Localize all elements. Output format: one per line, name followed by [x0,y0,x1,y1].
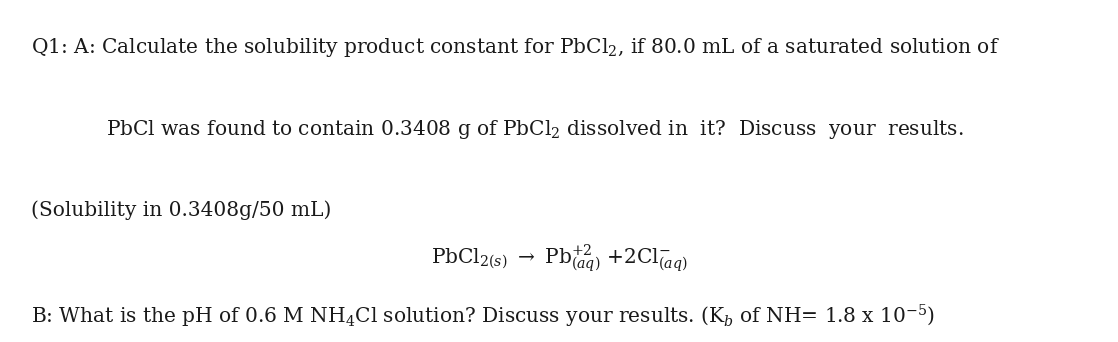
Text: PbCl was found to contain 0.3408 g of PbCl$_2$ dissolved in  it?  Discuss  your : PbCl was found to contain 0.3408 g of Pb… [106,118,964,141]
Text: PbCl$_{2(s)}$ $\rightarrow$ Pb$^{+2}_{(aq)}$ +2Cl$^{-}_{(aq)}$: PbCl$_{2(s)}$ $\rightarrow$ Pb$^{+2}_{(a… [430,243,688,275]
Text: Q1: A: Calculate the solubility product constant for PbCl$_2$, if 80.0 mL of a s: Q1: A: Calculate the solubility product … [31,36,1001,59]
Text: (Solubility in 0.3408g/50 mL): (Solubility in 0.3408g/50 mL) [31,200,332,220]
Text: B: What is the pH of 0.6 M NH$_4$Cl solution? Discuss your results. (K$_b$ of NH: B: What is the pH of 0.6 M NH$_4$Cl solu… [31,303,935,330]
